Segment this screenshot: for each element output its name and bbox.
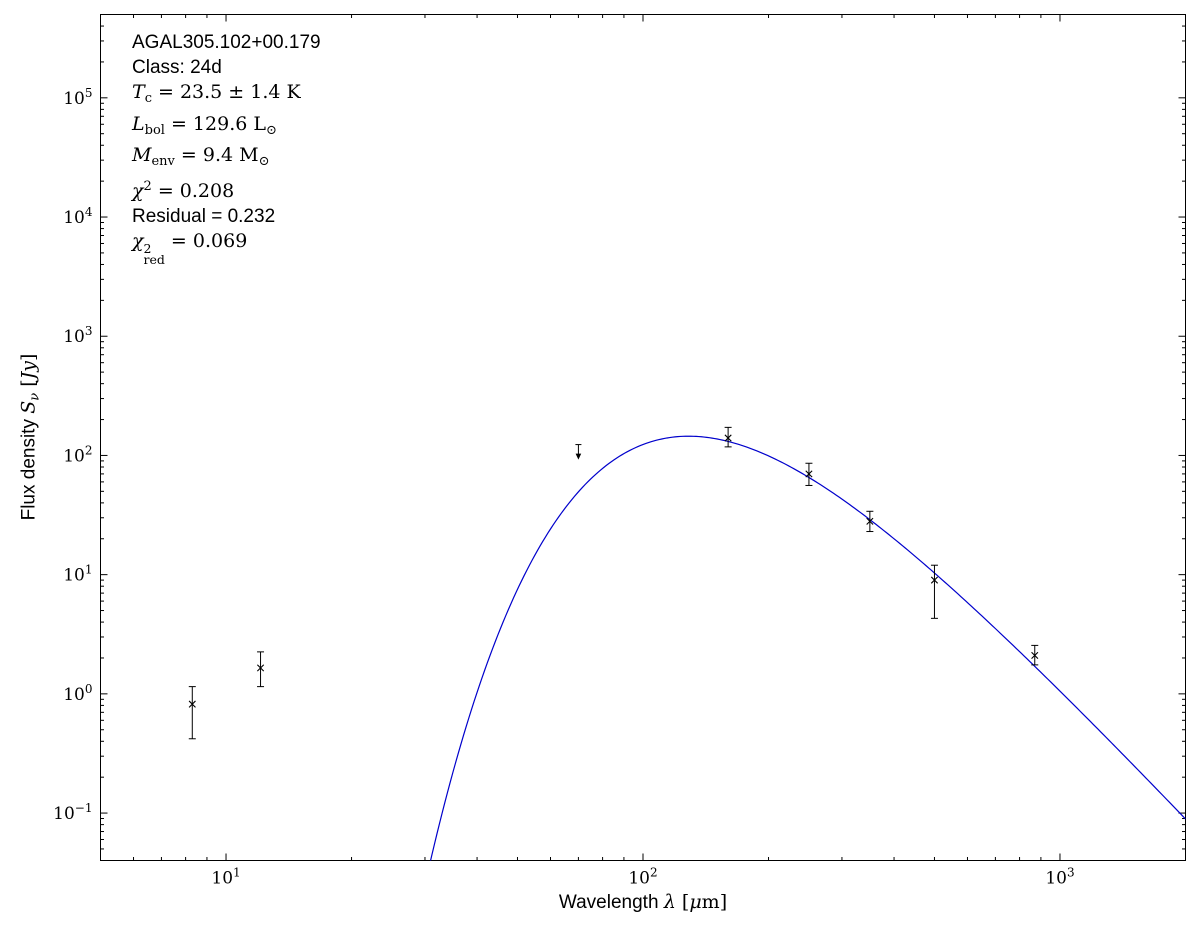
annotation-envelope-mass: Menv = 9.4 M⊙: [132, 144, 270, 170]
errorbar-point: [866, 510, 874, 533]
axis-ticks: [100, 14, 1186, 861]
annotation-reduced-chi-squared: χ 2 red = 0.069: [132, 230, 248, 268]
x-tick-label: 101: [211, 866, 240, 889]
data-points: [188, 426, 1039, 740]
y-tick-label: 10−1: [53, 801, 92, 824]
upper-limit-marker: [575, 444, 582, 460]
errorbar-point: [256, 651, 265, 688]
model-curve: [429, 435, 1186, 861]
annotation-chi-squared: χ2 = 0.208: [132, 178, 235, 202]
annotation-bolometric-luminosity: Lbol = 129.6 L⊙: [132, 112, 277, 138]
y-tick-label: 104: [63, 205, 93, 228]
y-tick-label: 102: [63, 443, 92, 466]
y-tick-label: 103: [63, 324, 92, 347]
errorbar-point: [724, 426, 732, 448]
x-tick-label: 103: [1045, 866, 1074, 889]
sup-sub-stack: 2 red: [143, 241, 165, 268]
annotation-class-label: Class: 24d: [132, 56, 222, 78]
errorbar-point: [805, 462, 813, 486]
y-tick-label: 105: [63, 86, 92, 109]
tick-labels: 101 102 103 10−1 100 101 102 103 104 105: [53, 86, 1074, 889]
x-tick-label: 102: [628, 866, 657, 889]
y-tick-label: 100: [63, 682, 92, 705]
errorbar-point: [930, 564, 939, 619]
annotation-residual: Residual = 0.232: [132, 205, 276, 227]
errorbar-point: [1031, 644, 1039, 666]
y-axis-label: Flux density Sν [Jy]: [17, 353, 43, 521]
x-axis-label: Wavelength λ [μm]: [558, 891, 728, 913]
annotation-temperature: Tc = 23.5 ± 1.4 K: [132, 81, 301, 107]
errorbar-point: [188, 686, 196, 740]
annotation-block: AGAL305.102+00.179 Class: 24d Tc = 23.5 ± …: [132, 31, 321, 268]
y-tick-label: 101: [63, 563, 92, 586]
annotation-source-name: AGAL305.102+00.179: [132, 32, 321, 53]
